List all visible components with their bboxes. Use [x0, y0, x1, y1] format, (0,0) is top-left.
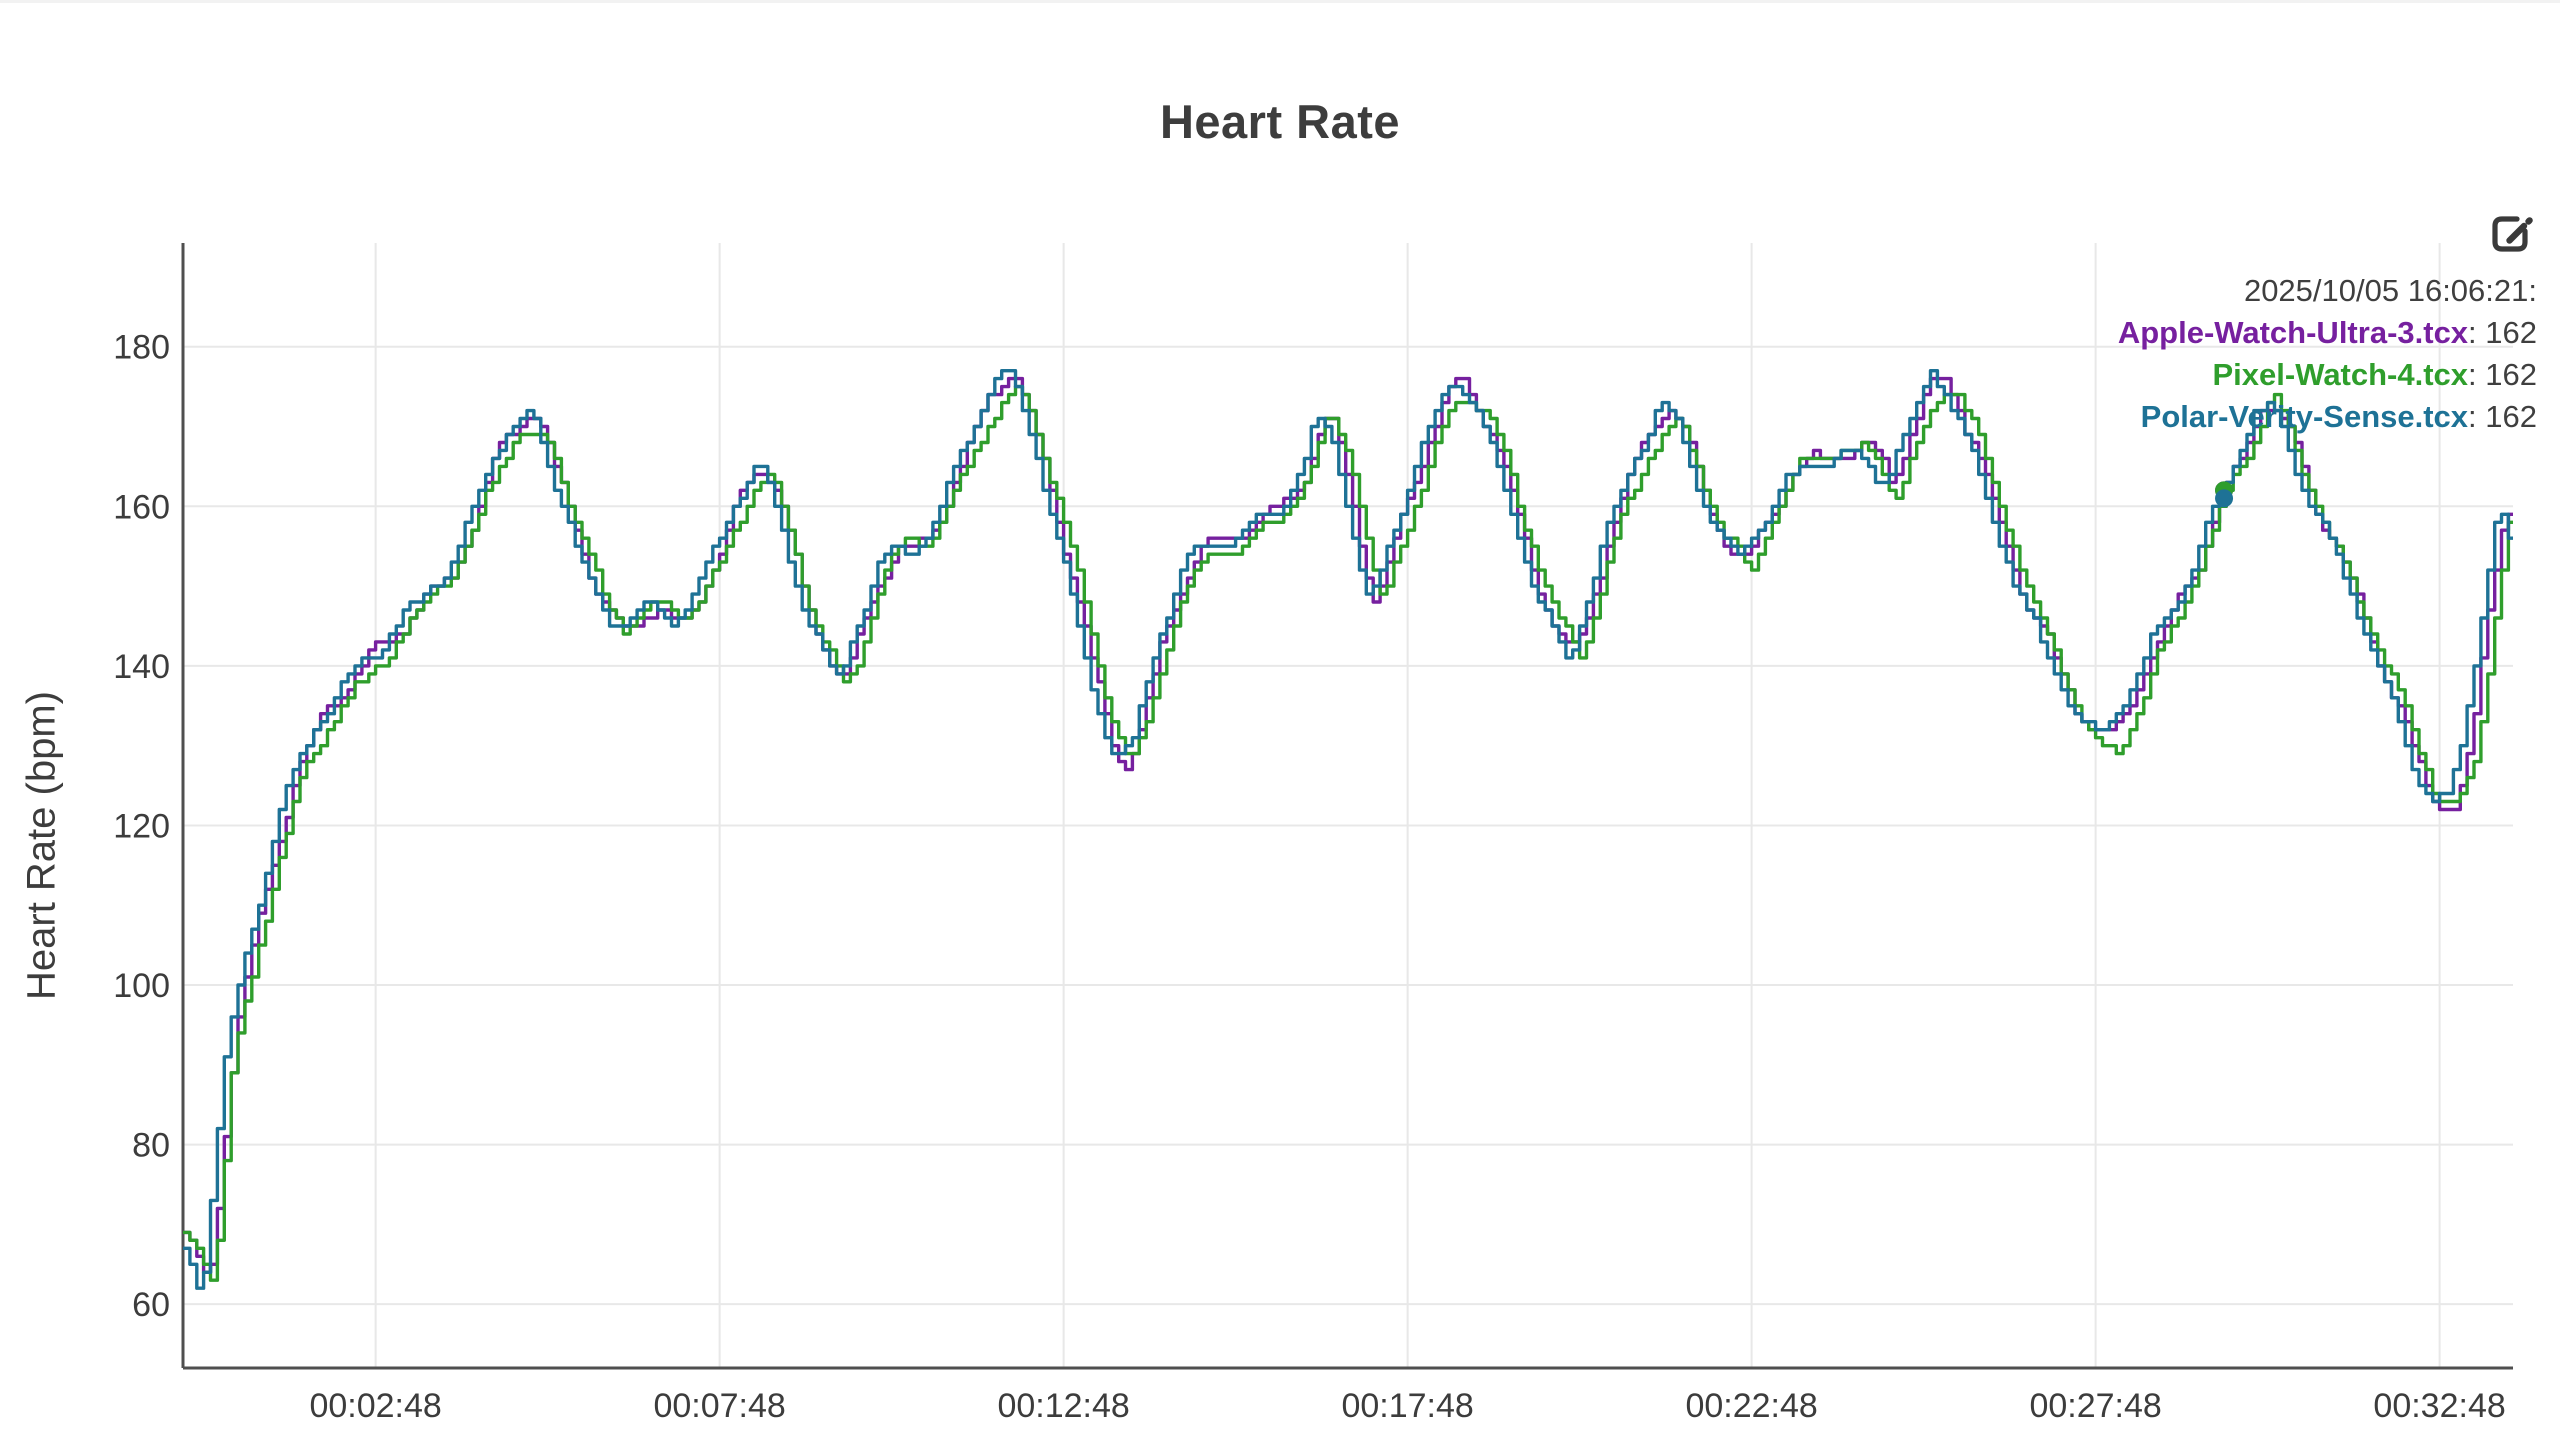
y-tick-label: 100: [113, 967, 170, 1005]
x-tick-label: 00:32:48: [2373, 1387, 2505, 1425]
y-axis-title: Heart Rate (bpm): [19, 691, 64, 1000]
window-top-edge: [0, 0, 2560, 3]
cursor-dot-Polar-Verity-Sense.tcx: [2215, 489, 2234, 508]
series-line-Polar-Verity-Sense.tcx: [183, 369, 2513, 1290]
x-tick-label: 00:02:48: [309, 1387, 441, 1425]
y-tick-label: 180: [113, 329, 170, 367]
x-tick-label: 00:17:48: [1341, 1387, 1473, 1425]
edit-square-icon: [2492, 216, 2533, 252]
x-tick-label: 00:12:48: [997, 1387, 1129, 1425]
x-tick-label: 00:07:48: [653, 1387, 785, 1425]
series-line-Pixel-Watch-4.tcx: [183, 384, 2513, 1282]
plot-area[interactable]: [183, 243, 2513, 1368]
chart-title: Heart Rate: [1159, 95, 1401, 148]
x-tick-label: 00:22:48: [1685, 1387, 1817, 1425]
y-tick-label: 80: [132, 1127, 170, 1165]
y-tick-label: 160: [113, 488, 170, 526]
edit-annotations-button[interactable]: [2488, 210, 2536, 258]
y-tick-label: 140: [113, 648, 170, 686]
y-tick-label: 120: [113, 807, 170, 845]
y-tick-label: 60: [132, 1286, 170, 1324]
x-tick-label: 00:27:48: [2029, 1387, 2161, 1425]
